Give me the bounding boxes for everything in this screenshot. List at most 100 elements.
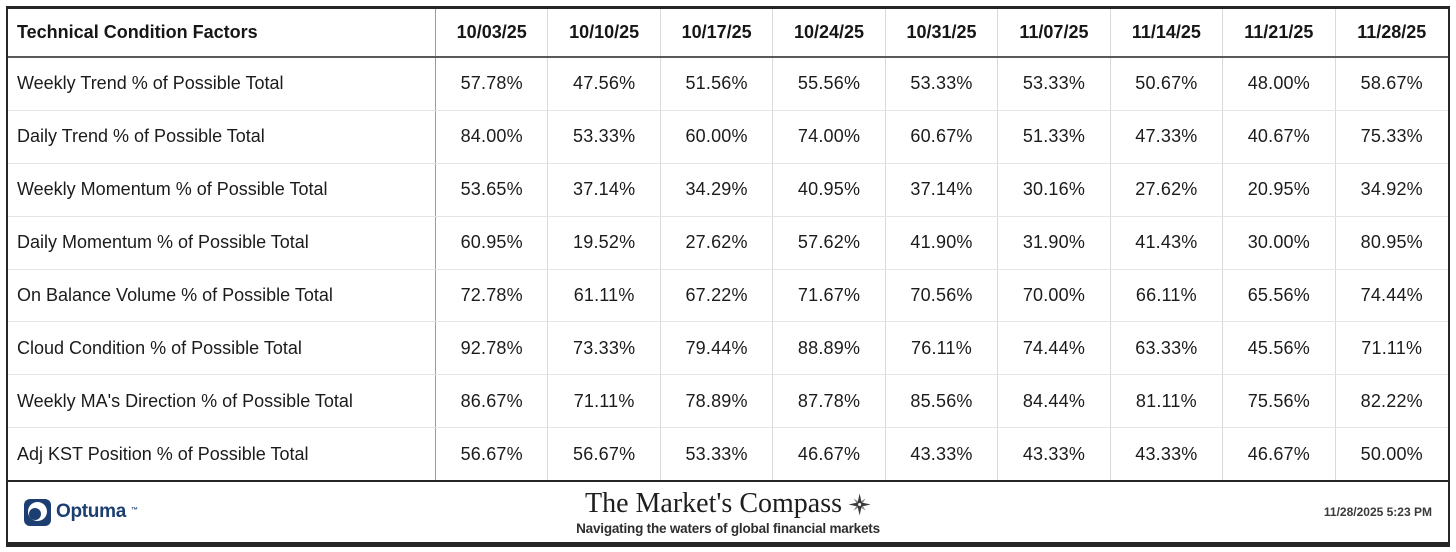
row-label: Weekly MA's Direction % of Possible Tota… (8, 375, 436, 428)
value-cell-r4-c6: 66.11% (1111, 269, 1224, 322)
value-cell-r3-c7: 30.00% (1223, 216, 1336, 269)
value-cell-r1-c8: 75.33% (1360, 126, 1423, 147)
value-cell-r6-c5: 84.44% (998, 375, 1111, 428)
value-cell-r6-c3: 87.78% (773, 375, 886, 428)
value-cell-r1-c5: 51.33% (998, 110, 1111, 163)
value-cell-r4-c3: 71.67% (773, 269, 886, 322)
date-header-1: 10/10/25 (548, 9, 661, 56)
date-header-4: 10/31/25 (886, 9, 999, 56)
value-cell-r5-c0: 92.78% (436, 322, 549, 375)
value-cell-r6-c6: 81.11% (1111, 375, 1224, 428)
table-title: Technical Condition Factors (8, 9, 436, 56)
value-cell-r1-c6: 47.33% (1111, 110, 1224, 163)
row-label: Adj KST Position % of Possible Total (8, 428, 436, 480)
value-cell-r0-c1: 47.56% (548, 58, 661, 110)
value-cell-r7-c0: 56.67% (436, 428, 549, 480)
value-cell-r0-c8: 58.67% (1360, 73, 1423, 94)
value-cell-r3-c6: 41.43% (1111, 216, 1224, 269)
value-cell-r4-c8: 74.44% (1360, 284, 1423, 305)
value-cell-r0-c3: 55.56% (773, 58, 886, 110)
value-cell-r7-c7: 46.67% (1223, 428, 1336, 480)
value-cell-r2-c7: 20.95% (1223, 163, 1336, 216)
value-cell-r1-c2: 60.00% (661, 110, 774, 163)
value-cell-r4-c2: 67.22% (661, 269, 774, 322)
value-cell-r1-c1: 53.33% (548, 110, 661, 163)
table-row: Adj KST Position % of Possible Total 56.6… (8, 428, 1448, 480)
report-timestamp: 11/28/2025 5:23 PM (1323, 505, 1432, 519)
value-cell-r5-c6: 63.33% (1111, 322, 1224, 375)
brand-title: The Market's Compass (584, 488, 842, 519)
value-cell-r3-c8: 80.95% (1360, 232, 1423, 253)
optuma-logo-text: Optuma (56, 501, 126, 522)
value-cell-r4-c7: 65.56% (1223, 269, 1336, 322)
compass-rose-icon (848, 492, 871, 516)
value-cell-r2-c3: 40.95% (773, 163, 886, 216)
table-row: Weekly Momentum % of Possible Total 53.65… (8, 163, 1448, 217)
table-row: Weekly Trend % of Possible Total 57.78% 47… (8, 58, 1448, 111)
optuma-trademark-mark: ™ (130, 506, 138, 514)
value-cell-r7-c4: 43.33% (886, 428, 999, 480)
date-header-3: 10/24/25 (773, 9, 886, 56)
brand-tagline: Navigating the waters of global financia… (576, 521, 880, 536)
value-cell-r5-c3: 88.89% (773, 322, 886, 375)
value-cell-r1-c7: 40.67% (1223, 110, 1336, 163)
value-cell-r0-c4: 53.33% (886, 58, 999, 110)
value-cell-r0-c5: 53.33% (998, 58, 1111, 110)
value-cell-r0-c2: 51.56% (661, 58, 774, 110)
value-cell-r0-c6: 50.67% (1111, 58, 1224, 110)
value-cell-r0-c7: 48.00% (1223, 58, 1336, 110)
markets-compass-brand: The Market's Compass Navigating the wate… (576, 488, 880, 536)
value-cell-r5-c2: 79.44% (661, 322, 774, 375)
value-cell-r7-c5: 43.33% (998, 428, 1111, 480)
value-cell-r7-c2: 53.33% (661, 428, 774, 480)
value-cell-r5-c8: 71.11% (1361, 337, 1423, 358)
value-cell-r6-c2: 78.89% (661, 375, 774, 428)
value-cell-r2-c0: 53.65% (436, 163, 549, 216)
date-header-8: 11/28/25 (1357, 22, 1427, 42)
date-header-7: 11/21/25 (1223, 9, 1336, 56)
row-label: Weekly Trend % of Possible Total (8, 58, 436, 110)
value-cell-r2-c6: 27.62% (1111, 163, 1224, 216)
value-cell-r5-c7: 45.56% (1223, 322, 1336, 375)
value-cell-r2-c1: 37.14% (548, 163, 661, 216)
value-cell-r3-c5: 31.90% (998, 216, 1111, 269)
value-cell-r6-c1: 71.11% (548, 375, 661, 428)
row-label: On Balance Volume % of Possible Total (8, 269, 436, 322)
value-cell-r4-c5: 70.00% (998, 269, 1111, 322)
value-cell-r1-c4: 60.67% (886, 110, 999, 163)
report-footer: Optuma ™ The Market's Compass Navigating… (8, 480, 1448, 542)
value-cell-r3-c1: 19.52% (548, 216, 661, 269)
value-cell-r0-c0: 57.78% (436, 58, 549, 110)
date-header-5: 11/07/25 (998, 9, 1111, 56)
date-header-0: 10/03/25 (436, 9, 549, 56)
value-cell-r6-c0: 86.67% (436, 375, 549, 428)
row-label: Cloud Condition % of Possible Total (8, 322, 436, 375)
value-cell-r3-c3: 57.62% (773, 216, 886, 269)
date-header-6: 11/14/25 (1111, 9, 1224, 56)
row-label: Weekly Momentum % of Possible Total (8, 163, 436, 216)
value-cell-r6-c4: 85.56% (886, 375, 999, 428)
value-cell-r1-c0: 84.00% (436, 110, 549, 163)
value-cell-r3-c4: 41.90% (886, 216, 999, 269)
optuma-logo: Optuma ™ (24, 498, 138, 526)
value-cell-r3-c2: 27.62% (661, 216, 774, 269)
value-cell-r2-c5: 30.16% (998, 163, 1111, 216)
optuma-logo-icon (24, 498, 51, 526)
value-cell-r6-c8: 82.22% (1360, 390, 1423, 411)
value-cell-r5-c5: 74.44% (998, 322, 1111, 375)
value-cell-r7-c6: 43.33% (1111, 428, 1224, 480)
value-cell-r1-c3: 74.00% (773, 110, 886, 163)
value-cell-r2-c4: 37.14% (886, 163, 999, 216)
table-header-row: Technical Condition Factors 10/03/25 10/1… (8, 9, 1448, 58)
value-cell-r4-c0: 72.78% (436, 269, 549, 322)
table-row: On Balance Volume % of Possible Total 72.… (8, 269, 1448, 323)
optuma-icon-pupil (29, 507, 41, 520)
value-cell-r2-c8: 34.92% (1360, 179, 1423, 200)
row-label: Daily Trend % of Possible Total (8, 110, 436, 163)
value-cell-r5-c4: 76.11% (886, 322, 999, 375)
optuma-icon-eye (28, 501, 47, 521)
date-header-2: 10/17/25 (661, 9, 774, 56)
value-cell-r5-c1: 73.33% (548, 322, 661, 375)
value-cell-r4-c4: 70.56% (886, 269, 999, 322)
table-row: Weekly MA's Direction % of Possible Tota… (8, 375, 1448, 429)
